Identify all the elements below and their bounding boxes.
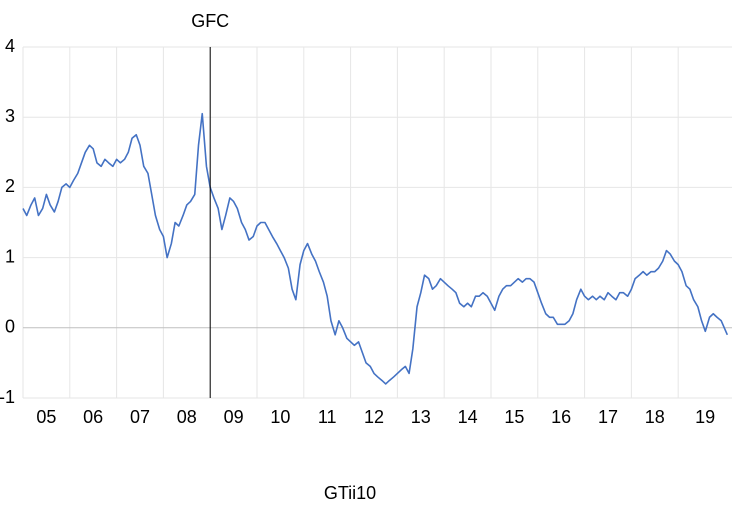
x-tick-label: 12 [364, 407, 384, 427]
x-tick-label: 09 [224, 407, 244, 427]
legend-label: GTii10 [324, 483, 376, 503]
x-tick-label: 05 [36, 407, 56, 427]
x-tick-label: 11 [318, 407, 337, 427]
x-tick-label: 10 [270, 407, 290, 427]
x-tick-label: 13 [411, 407, 431, 427]
x-tick-label: 14 [458, 407, 478, 427]
x-tick-label: 19 [695, 407, 715, 427]
annotation-label: GFC [191, 11, 229, 31]
y-tick-label: 0 [5, 317, 15, 337]
y-tick-label: 1 [5, 246, 15, 266]
x-tick-label: 06 [83, 407, 103, 427]
series-line [22, 112, 729, 385]
x-tick-label: 08 [177, 407, 197, 427]
x-tick-label: 17 [598, 407, 618, 427]
y-tick-label: -1 [0, 387, 15, 407]
y-tick-label: 2 [5, 176, 15, 196]
y-tick-label: 3 [5, 106, 15, 126]
x-tick-label: 15 [504, 407, 524, 427]
x-tick-label: 18 [645, 407, 665, 427]
y-tick-label: 4 [5, 36, 15, 56]
x-tick-label: 16 [551, 407, 571, 427]
x-tick-label: 07 [130, 407, 150, 427]
